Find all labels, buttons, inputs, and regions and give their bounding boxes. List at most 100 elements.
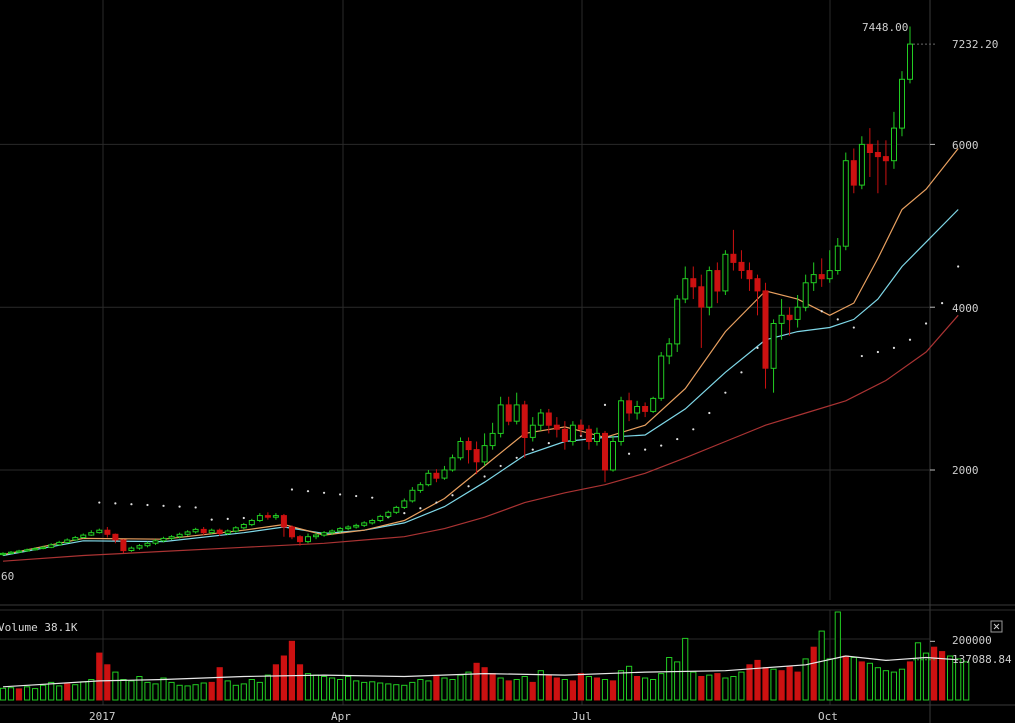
volume-bar-down (545, 674, 552, 701)
volume-bar-up (256, 681, 263, 701)
volume-bar-up (264, 674, 271, 701)
volume-bar-up (770, 668, 777, 701)
volume-bar-up (834, 611, 841, 701)
volume-bar-up (706, 674, 713, 701)
close-icon[interactable] (990, 620, 1003, 633)
candle-up (345, 526, 352, 530)
sar-dot (162, 504, 165, 507)
volume-bar-up (168, 681, 175, 701)
candle-up (24, 549, 31, 552)
candle-up (385, 511, 392, 517)
volume-bar-down (296, 664, 304, 701)
x-axis-label: Jul (572, 710, 592, 723)
candle-up (329, 530, 336, 534)
volume-bar-up (457, 674, 464, 701)
volume-bar-up (377, 682, 384, 701)
volume-bar-up (882, 670, 889, 701)
candle-up (377, 515, 384, 522)
volume-bar-up (650, 679, 657, 701)
candle-down (577, 424, 584, 430)
candle-down (714, 270, 721, 292)
volume-bar-up (321, 676, 328, 701)
volume-bar-up (7, 687, 15, 701)
volume-bar-up (369, 681, 376, 701)
sar-dot (627, 452, 631, 455)
sar-dot (306, 490, 310, 493)
candle-up (32, 548, 39, 551)
sar-dot (146, 503, 149, 507)
volume-bar-up (136, 676, 143, 701)
volume-bar-up (850, 657, 857, 701)
sar-dot (957, 265, 960, 268)
sar-dot (708, 411, 711, 415)
volume-bar-up (128, 680, 135, 701)
candle-up (457, 441, 464, 459)
candle-up (393, 506, 400, 513)
candle-up (208, 529, 215, 534)
price-panel[interactable] (0, 26, 960, 562)
volume-bar-up (425, 680, 432, 701)
sar-dot (290, 488, 294, 491)
sar-dot (242, 516, 245, 520)
ma-line-cyan (2, 209, 959, 557)
volume-bar-down (280, 655, 287, 701)
sar-dot (451, 494, 454, 497)
volume-bar-down (64, 683, 71, 701)
sar-dot (724, 391, 727, 394)
sar-dot (114, 502, 117, 505)
candle-up (401, 500, 408, 508)
candle-down (585, 428, 592, 442)
volume-bar-up (585, 676, 592, 701)
volume-bar-up (72, 684, 79, 701)
sar-dot (644, 448, 647, 451)
x-axis-label: 2017 (89, 710, 116, 723)
volume-bar-up (722, 677, 729, 701)
sar-dot (676, 437, 679, 441)
candle-down (112, 533, 119, 541)
volume-panel[interactable]: Volume 38.1K 200000 137088.84 (0, 611, 1012, 701)
volume-bar-up (890, 671, 897, 701)
candle-up (425, 472, 432, 486)
sar-dot (908, 338, 912, 341)
candle-up (248, 520, 255, 526)
volume-bar-up (666, 657, 673, 701)
volume-bar-up (449, 679, 456, 701)
candle-down (200, 528, 207, 534)
candle-down (545, 412, 552, 426)
volume-average-line (2, 640, 959, 688)
candle-up (529, 424, 536, 438)
candle-up (497, 404, 504, 434)
candle-up (361, 522, 368, 526)
volume-bar-up (192, 684, 199, 701)
candle-up (256, 515, 263, 521)
candle-up (569, 424, 576, 443)
sar-dot (178, 505, 181, 508)
candle-up (96, 529, 103, 534)
candle-up (794, 306, 801, 320)
volume-bar-down (15, 688, 23, 701)
volume-bar-up (24, 686, 31, 701)
candle-down (561, 428, 568, 442)
candle-down (120, 539, 127, 552)
sar-dot (226, 517, 229, 520)
volume-bar-down (754, 659, 761, 701)
volume-bar-up (304, 673, 312, 701)
volume-bar-up (312, 674, 320, 701)
volume-bar-up (224, 680, 231, 701)
volume-bar-up (385, 683, 392, 701)
candle-up (826, 270, 833, 280)
candle-up (650, 397, 657, 412)
candle-up (481, 445, 488, 463)
candle-down (433, 472, 440, 479)
volume-bar-up (826, 658, 833, 701)
candle-down (698, 286, 705, 308)
x-axis-label: Apr (331, 710, 351, 723)
volume-bar-up (537, 670, 544, 701)
volume-bar-up (874, 667, 881, 701)
sar-dot (756, 346, 759, 349)
candle-up (537, 412, 544, 426)
sar-dot (339, 493, 342, 496)
volume-bar-up (626, 665, 633, 701)
